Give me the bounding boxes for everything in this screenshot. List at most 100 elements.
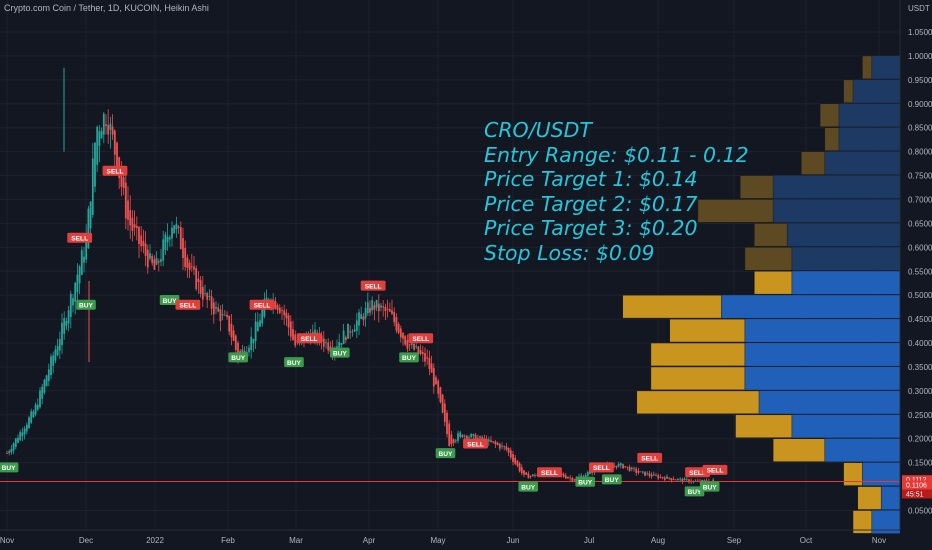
price-tick-label: 0.4000	[908, 339, 932, 348]
candle-body	[206, 293, 209, 300]
candle-body	[274, 301, 277, 309]
vp-bar-down	[843, 79, 854, 104]
candle-body	[393, 312, 396, 323]
sell-signal-label: SELL	[641, 456, 658, 463]
candle-body	[289, 321, 292, 337]
candle-body	[408, 344, 411, 346]
candle-body	[201, 286, 204, 300]
candle-body	[124, 182, 127, 219]
candle-body	[468, 437, 470, 438]
buy-signal-label: BUY	[79, 303, 94, 310]
candle-body	[39, 390, 41, 408]
candle-body	[635, 468, 638, 473]
candle-body	[666, 476, 668, 479]
candle-body	[131, 217, 134, 231]
candle-body	[681, 478, 684, 482]
candle-body	[17, 437, 19, 443]
vp-bar-down	[862, 55, 873, 80]
candle-body	[105, 124, 107, 126]
candle-body	[239, 350, 242, 354]
candle-body	[294, 334, 297, 346]
candle-body	[10, 448, 13, 453]
candle-body	[140, 235, 143, 247]
candle-body	[195, 268, 198, 290]
candle-body	[43, 379, 46, 393]
price-label-text: 0.1106	[906, 483, 927, 490]
candle-body	[314, 329, 316, 336]
candle-body	[452, 439, 455, 444]
candle-body	[454, 440, 457, 442]
candle-body	[327, 342, 330, 351]
candle-body	[47, 369, 50, 381]
candle-body	[384, 306, 387, 311]
candle-body	[276, 304, 279, 311]
candle-body	[619, 463, 622, 466]
candle-body	[285, 312, 288, 319]
candle-body	[573, 479, 576, 481]
candle-body	[450, 434, 453, 445]
annotation-line-2: Entry Range: $0.11 - 0.12	[484, 142, 749, 167]
candle-body	[184, 248, 187, 267]
candle-body	[507, 447, 510, 453]
candle-body	[188, 262, 191, 270]
candle-body	[146, 249, 149, 268]
candle-body	[617, 463, 620, 467]
candle-body	[476, 437, 479, 439]
candle-body	[252, 338, 255, 344]
vp-bar-up	[853, 79, 900, 103]
sell-signal-box	[360, 280, 386, 291]
candle-body	[531, 474, 534, 476]
candle-body	[641, 471, 644, 473]
time-tick-label: Apr	[363, 536, 376, 545]
candle-body	[395, 317, 398, 331]
sell-signal-label: SELL	[707, 468, 724, 475]
candle-body	[250, 336, 253, 351]
candle-body	[199, 280, 202, 294]
vp-bar-up	[838, 127, 900, 151]
candle-body	[133, 224, 136, 228]
buy-signal-label: BUY	[287, 360, 302, 367]
sell-signal-label: SELL	[593, 465, 610, 472]
candle-body	[197, 278, 200, 282]
annotation-line-4: Price Target 2: $0.17	[484, 191, 698, 216]
candle-body	[177, 226, 180, 228]
candle-body	[261, 309, 264, 324]
candle-body	[386, 308, 389, 310]
candle-body	[74, 282, 77, 302]
vp-bar-up	[759, 390, 900, 414]
candle-body	[113, 130, 116, 155]
candle-body	[127, 200, 129, 220]
price-tick-label: 0.8000	[908, 148, 932, 157]
candle-body	[138, 226, 140, 244]
candle-body	[415, 346, 418, 348]
candle-body	[175, 223, 178, 230]
candle-body	[85, 237, 88, 260]
buy-signal-box	[228, 352, 248, 363]
candle-body	[162, 239, 165, 261]
candle-body	[179, 227, 182, 249]
candle-body	[160, 259, 162, 262]
candle-body	[380, 305, 382, 308]
candle-body	[144, 243, 147, 257]
candle-body	[465, 435, 468, 439]
candle-body	[215, 306, 217, 309]
candle-body	[212, 302, 215, 315]
buy-signal-box	[699, 481, 720, 492]
signals: BUYSELLBUYSELLBUYSELLBUYSELLBUYSELLBUYSE…	[0, 165, 728, 497]
candle-body	[149, 253, 151, 259]
candle-body	[351, 331, 354, 333]
price-label-text: 45:51	[906, 492, 924, 499]
time-axis[interactable]: Nov Dec 2022 Feb Mar Apr May Jun Jul Aug Sep Oct Nov	[0, 536, 886, 545]
price-axis[interactable]: 1.0500 1.0000 0.9500 0.9000 0.8500 0.8000 0.75…	[908, 28, 932, 516]
candle-body	[509, 450, 512, 458]
price-label-box	[902, 489, 932, 499]
candle-body	[228, 315, 231, 332]
candle-body	[153, 259, 156, 270]
time-tick-label: Sep	[727, 536, 742, 545]
candle-body	[373, 305, 376, 310]
time-tick-label: Nov	[872, 536, 886, 545]
candle-body	[259, 320, 261, 327]
vp-bar-down	[650, 366, 746, 391]
vp-bar-up	[838, 103, 900, 127]
